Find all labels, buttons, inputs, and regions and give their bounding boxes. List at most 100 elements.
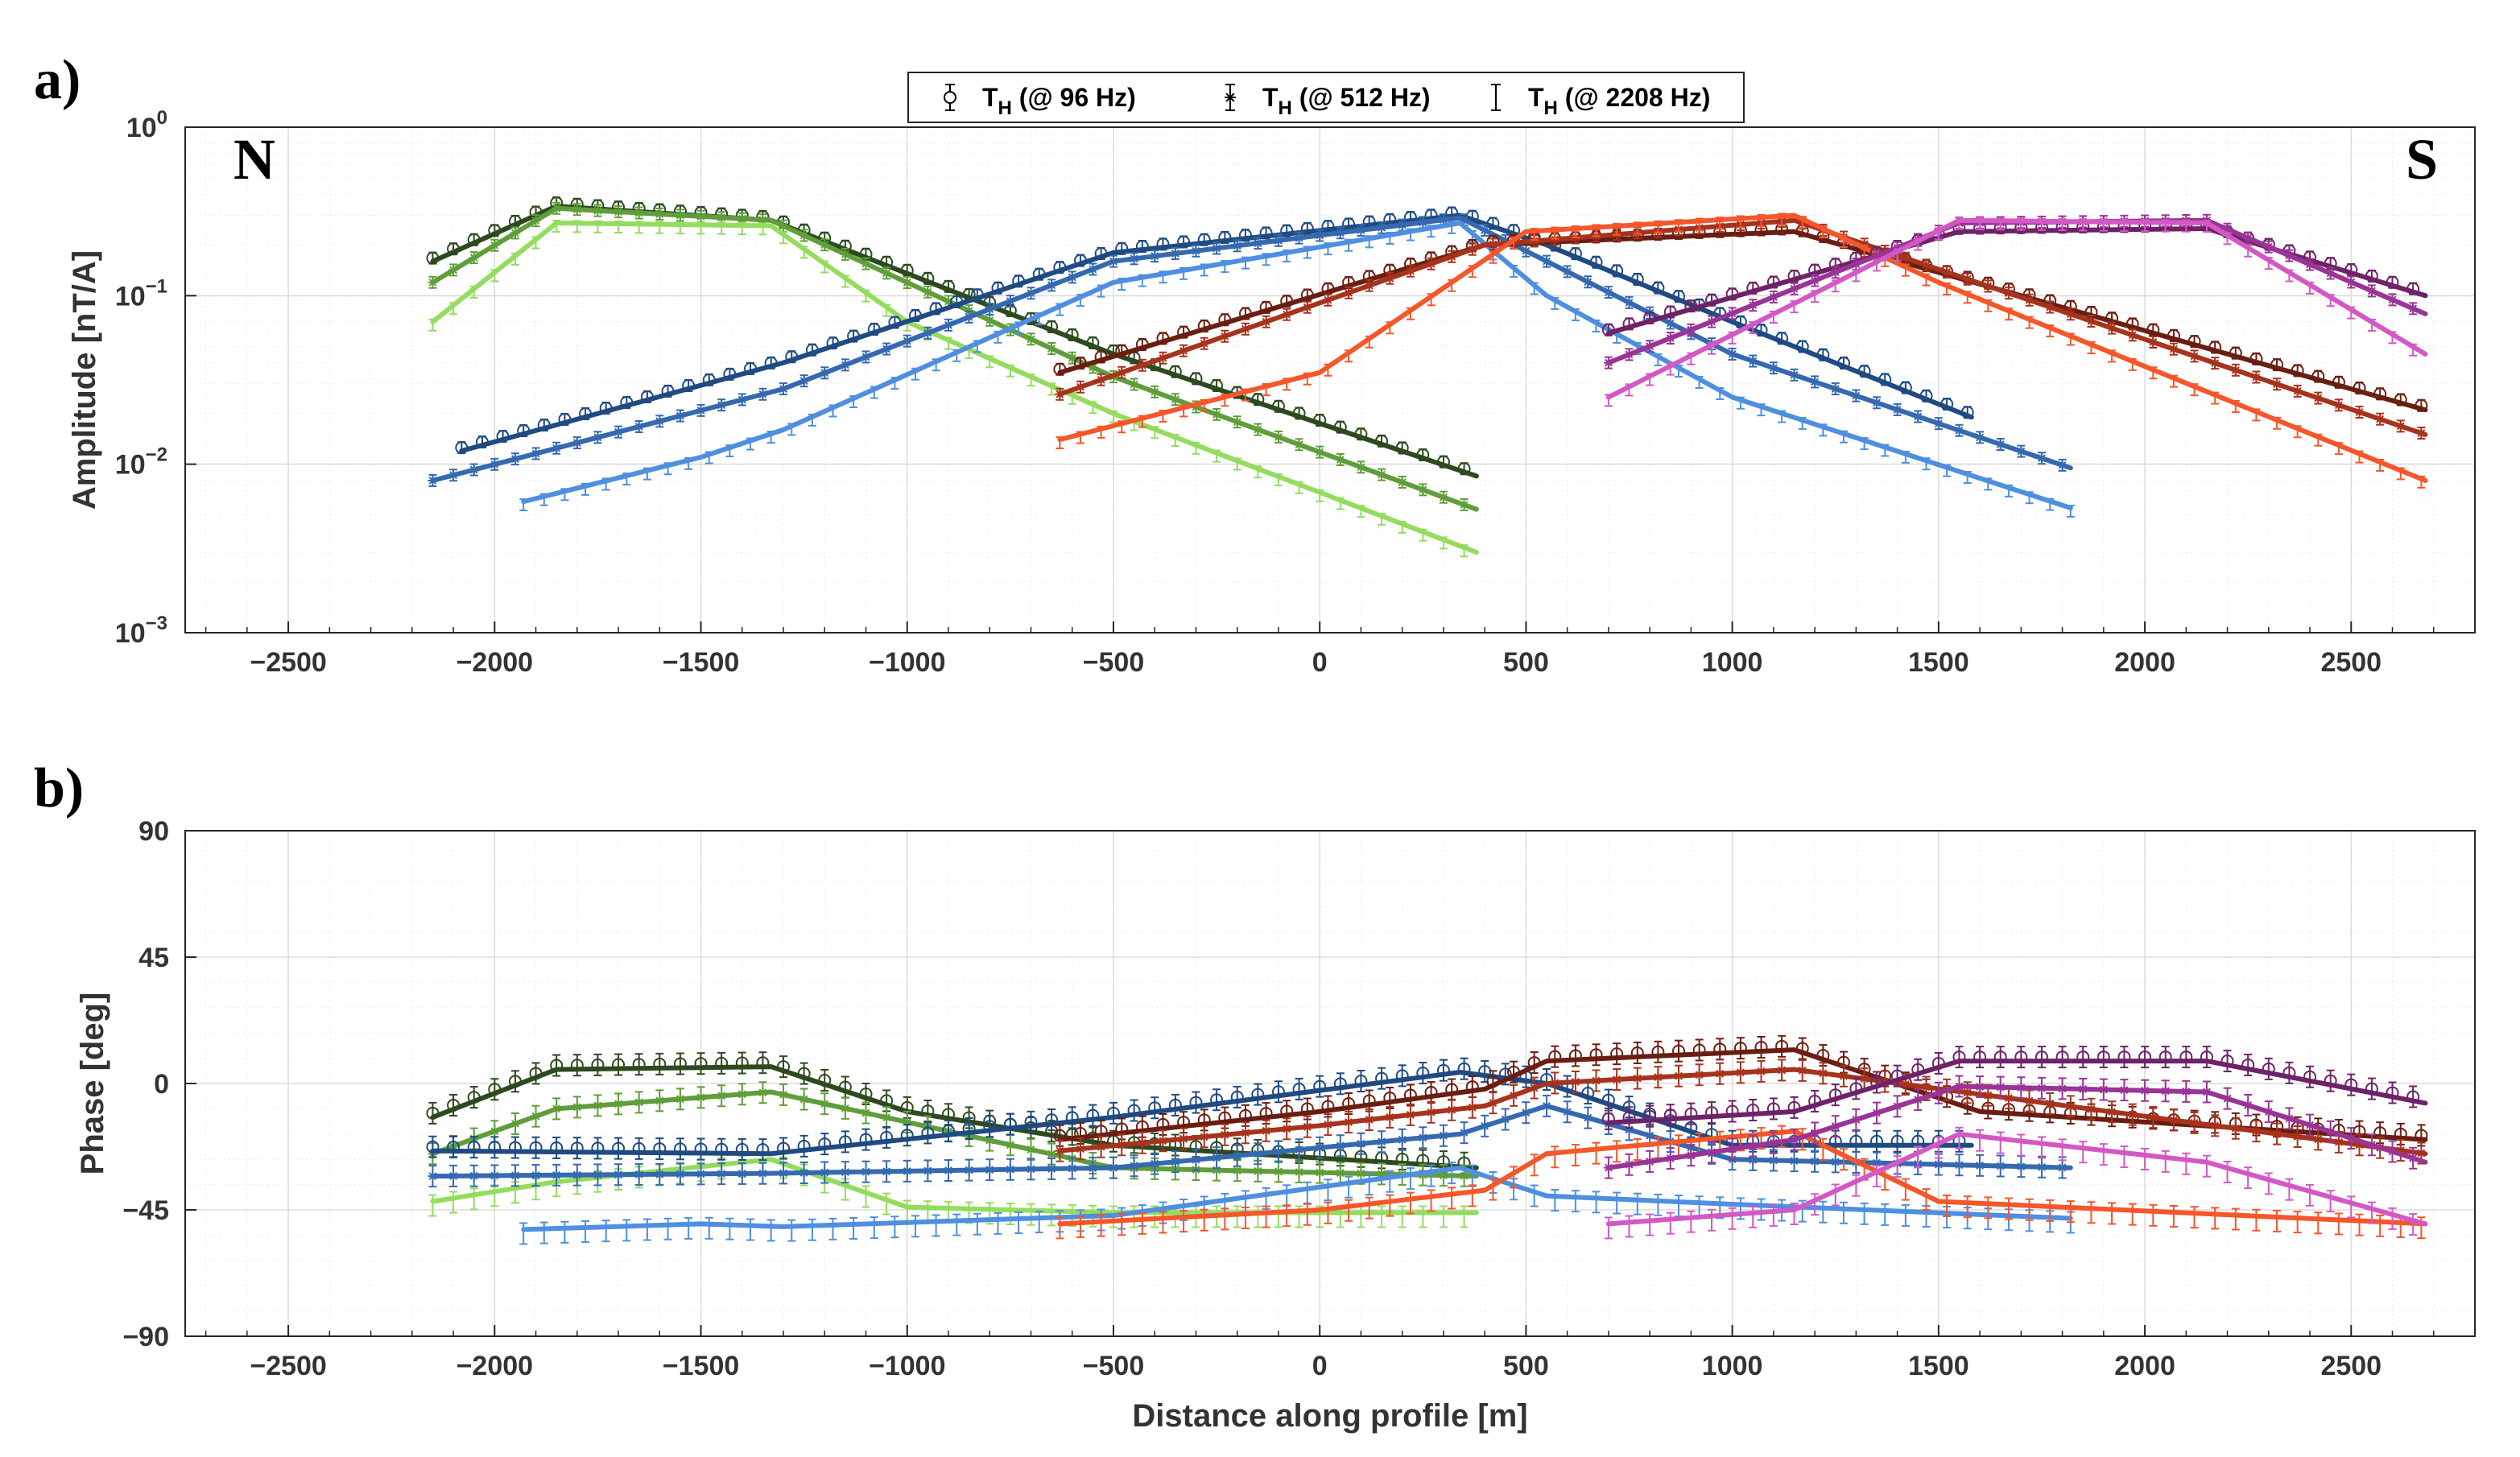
data-point-star [490,459,500,469]
data-point-star [490,1170,500,1181]
data-point-circle [673,1142,687,1156]
data-point-star [1344,1117,1354,1128]
data-point-star [1665,318,1675,328]
data-point-star [2263,241,2274,252]
data-point-star [944,1166,953,1176]
data-point-circle [2291,364,2304,378]
data-point-star [923,287,933,297]
data-point-circle [1395,1069,1409,1083]
data-point-circle [673,1057,687,1071]
data-point-star [1459,215,1469,225]
data-point-circle [805,343,819,357]
data-point-circle [859,1087,873,1100]
data-point-circle [426,1106,440,1120]
data-point-circle [1168,365,1182,378]
data-point-star [2292,386,2303,396]
data-point-circle [2386,275,2399,289]
data-point-circle [1630,272,1644,286]
data-point-star [1385,1112,1395,1122]
data-point-star [1261,316,1271,327]
data-point-star [1026,1164,1036,1174]
data-point-circle [1313,1079,1327,1093]
data-point-circle [1280,295,1294,308]
x-tick-label: −2500 [250,647,327,678]
data-point-star [2210,1121,2220,1131]
data-point-circle [744,361,758,375]
data-point-circle [1424,1086,1438,1100]
series-4 [428,213,2073,487]
data-point-star [1624,349,1634,360]
data-point-star [1170,248,1180,258]
data-point-circle [1746,281,1760,295]
data-point-star [1356,1168,1366,1178]
data-point-star [1562,266,1572,277]
data-point-star [1542,256,1552,266]
data-point-star [1220,331,1230,341]
data-point-star [1975,1160,1985,1170]
data-point-circle [785,350,799,364]
data-point-star [1603,287,1613,298]
north-label: N [233,127,275,192]
data-point-star [572,204,582,215]
data-point-circle [1651,281,1665,295]
data-point-circle [1692,1043,1706,1057]
series-5 [519,1162,2075,1245]
data-point-circle [859,1133,873,1146]
data-point-star [1055,1145,1065,1156]
data-point-circle [1280,1104,1294,1118]
data-point-circle [1012,274,1026,288]
data-point-star [1653,1072,1663,1083]
data-point-star [717,213,727,223]
data-point-circle [1486,1075,1500,1088]
data-point-star [593,432,603,443]
data-point-star [820,1099,830,1109]
data-point-star [2057,460,2068,470]
y-tick-label: 100 [126,107,167,143]
data-point-circle [1197,233,1211,246]
data-point-star [1954,425,1964,435]
data-point-star [1438,1170,1448,1181]
data-point-circle [529,1067,543,1080]
data-point-star [861,258,871,269]
data-point-star [964,1165,974,1175]
data-point-circle [1313,414,1327,427]
series-line [1057,213,2428,483]
data-point-circle [2406,282,2420,295]
series-line [1057,1047,2428,1142]
data-point-circle [579,407,593,420]
data-point-circle [1086,336,1100,349]
data-point-circle [1527,1056,1541,1070]
data-point-circle [632,1058,646,1071]
data-point-circle [1507,1065,1521,1079]
data-point-star [1892,242,1902,253]
data-point-circle [1045,320,1059,333]
data-point-circle [1300,1102,1314,1116]
data-point-circle [1581,1087,1595,1100]
data-point-circle [2229,346,2242,360]
data-point-star [1810,275,1820,286]
data-point-circle [1271,1085,1285,1099]
data-point-star [840,1167,850,1178]
data-point-circle [1890,1134,1904,1148]
data-point-star [2036,1162,2047,1172]
data-point-star [1851,390,1861,401]
data-point-star [1756,1066,1766,1076]
data-point-star [531,1170,541,1181]
data-point-star [1426,1107,1436,1117]
data-point-star [2016,1162,2026,1172]
series-8 [1056,213,2428,489]
data-point-circle [467,1141,481,1154]
data-point-star [2057,1162,2068,1173]
data-point-star [1356,1138,1366,1149]
data-point-star [1117,367,1127,378]
data-point-circle [1568,247,1582,261]
data-point-circle [632,1141,646,1155]
series-3 [455,206,1974,455]
data-point-star [882,344,892,354]
data-point-circle [818,1074,832,1088]
data-point-star [1273,431,1283,442]
south-label: S [2406,127,2438,192]
data-point-star [1624,1125,1634,1135]
data-point-circle [880,1130,894,1144]
data-point-star [1921,260,1931,270]
